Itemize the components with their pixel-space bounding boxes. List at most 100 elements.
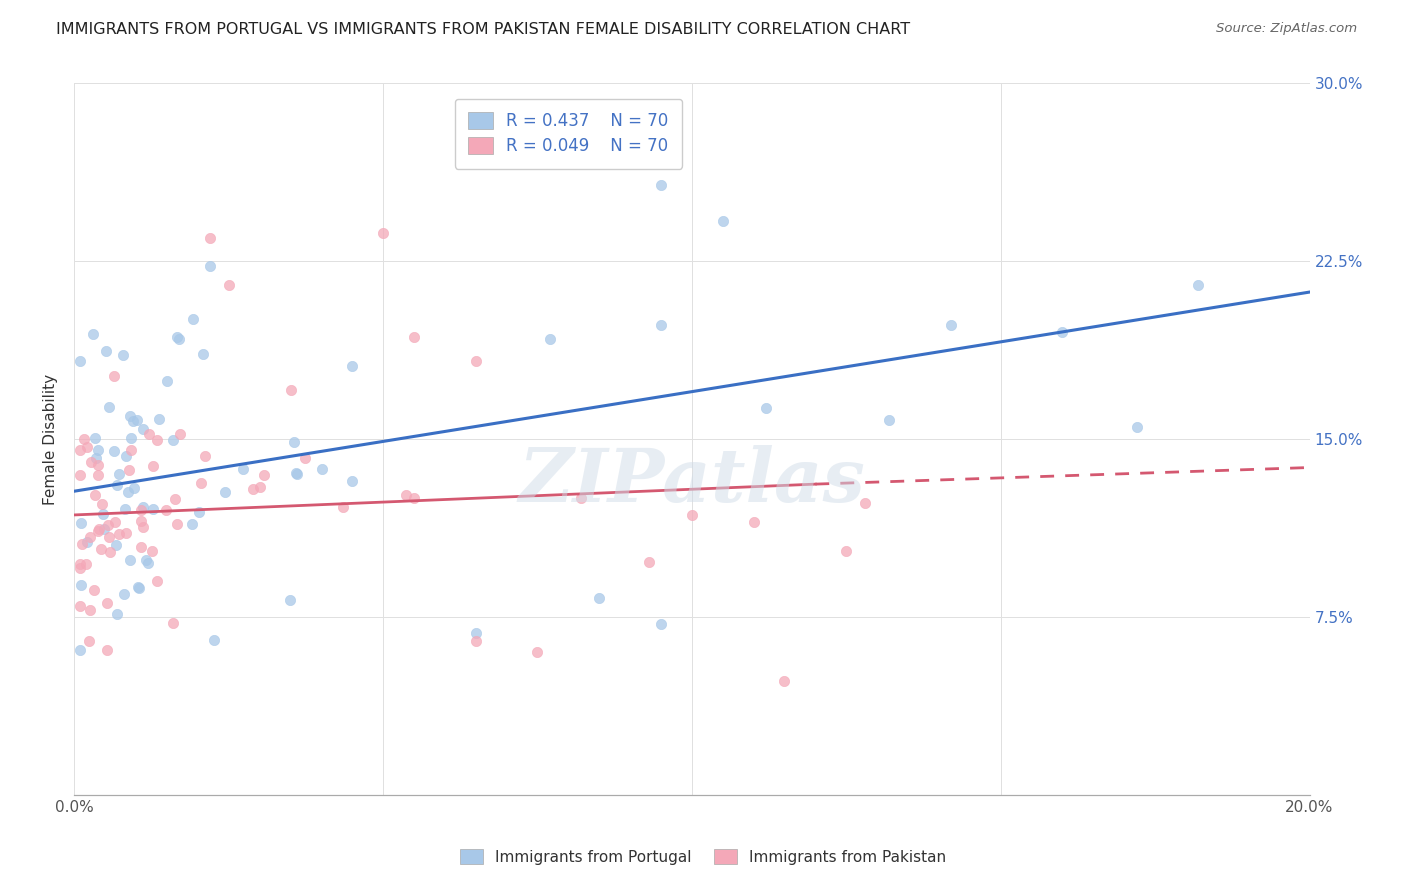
Point	[198, 259, 221, 273]
Point	[190, 476, 212, 491]
Point	[136, 556, 159, 570]
Point	[202, 633, 225, 648]
Point	[311, 461, 333, 475]
Point	[84, 431, 107, 445]
Point	[90, 541, 112, 556]
Point	[120, 443, 142, 458]
Point	[681, 508, 703, 522]
Point	[87, 467, 110, 482]
Point	[142, 459, 165, 474]
Point	[1125, 420, 1147, 434]
Point	[340, 474, 363, 488]
Legend: R = 0.437    N = 70, R = 0.049    N = 70: R = 0.437 N = 70, R = 0.049 N = 70	[454, 99, 682, 169]
Point	[132, 500, 155, 515]
Point	[294, 450, 316, 465]
Point	[120, 431, 142, 445]
Point	[242, 483, 264, 497]
Point	[180, 516, 202, 531]
Point	[70, 516, 93, 531]
Point	[835, 543, 858, 558]
Point	[181, 312, 204, 326]
Point	[91, 497, 114, 511]
Point	[98, 401, 121, 415]
Point	[755, 401, 778, 416]
Point	[162, 615, 184, 630]
Point	[278, 593, 301, 607]
Point	[249, 480, 271, 494]
Point	[77, 634, 100, 648]
Point	[83, 582, 105, 597]
Point	[232, 462, 254, 476]
Point	[128, 582, 150, 596]
Point	[395, 488, 418, 502]
Point	[70, 578, 93, 592]
Point	[198, 230, 221, 244]
Point	[69, 643, 91, 657]
Point	[105, 538, 128, 552]
Point	[166, 330, 188, 344]
Point	[464, 626, 486, 640]
Point	[166, 516, 188, 531]
Point	[138, 427, 160, 442]
Point	[69, 353, 91, 368]
Point	[146, 433, 169, 447]
Point	[148, 411, 170, 425]
Point	[650, 318, 672, 333]
Point	[131, 422, 153, 436]
Point	[112, 587, 135, 601]
Point	[69, 443, 91, 458]
Point	[879, 413, 901, 427]
Point	[218, 277, 240, 292]
Point	[165, 491, 187, 506]
Point	[105, 607, 128, 622]
Point	[131, 519, 153, 533]
Point	[69, 599, 91, 613]
Point	[107, 467, 129, 482]
Text: IMMIGRANTS FROM PORTUGAL VS IMMIGRANTS FROM PAKISTAN FEMALE DISABILITY CORRELATI: IMMIGRANTS FROM PORTUGAL VS IMMIGRANTS F…	[56, 22, 910, 37]
Point	[853, 496, 876, 510]
Point	[114, 449, 136, 463]
Point	[129, 514, 152, 528]
Point	[332, 500, 354, 514]
Point	[742, 515, 765, 529]
Point	[773, 673, 796, 688]
Point	[146, 574, 169, 588]
Point	[107, 527, 129, 541]
Point	[76, 440, 98, 454]
Point	[98, 544, 121, 558]
Point	[191, 346, 214, 360]
Point	[86, 450, 108, 465]
Point	[135, 553, 157, 567]
Point	[155, 502, 177, 516]
Point	[122, 481, 145, 495]
Point	[253, 468, 276, 483]
Point	[650, 617, 672, 632]
Point	[118, 463, 141, 477]
Point	[1052, 326, 1074, 340]
Point	[340, 359, 363, 373]
Point	[72, 432, 94, 446]
Point	[162, 433, 184, 447]
Point	[84, 488, 107, 502]
Y-axis label: Female Disability: Female Disability	[44, 374, 58, 505]
Point	[125, 413, 148, 427]
Point	[114, 502, 136, 516]
Point	[75, 557, 97, 571]
Point	[97, 518, 120, 533]
Point	[156, 374, 179, 388]
Point	[285, 467, 308, 482]
Point	[117, 484, 139, 499]
Point	[76, 535, 98, 549]
Point	[93, 522, 115, 536]
Point	[72, 537, 94, 551]
Point	[96, 642, 118, 657]
Point	[91, 507, 114, 521]
Point	[169, 332, 191, 346]
Point	[538, 333, 561, 347]
Point	[188, 505, 211, 519]
Point	[650, 178, 672, 193]
Point	[79, 603, 101, 617]
Point	[141, 544, 163, 558]
Point	[588, 591, 610, 605]
Point	[79, 530, 101, 544]
